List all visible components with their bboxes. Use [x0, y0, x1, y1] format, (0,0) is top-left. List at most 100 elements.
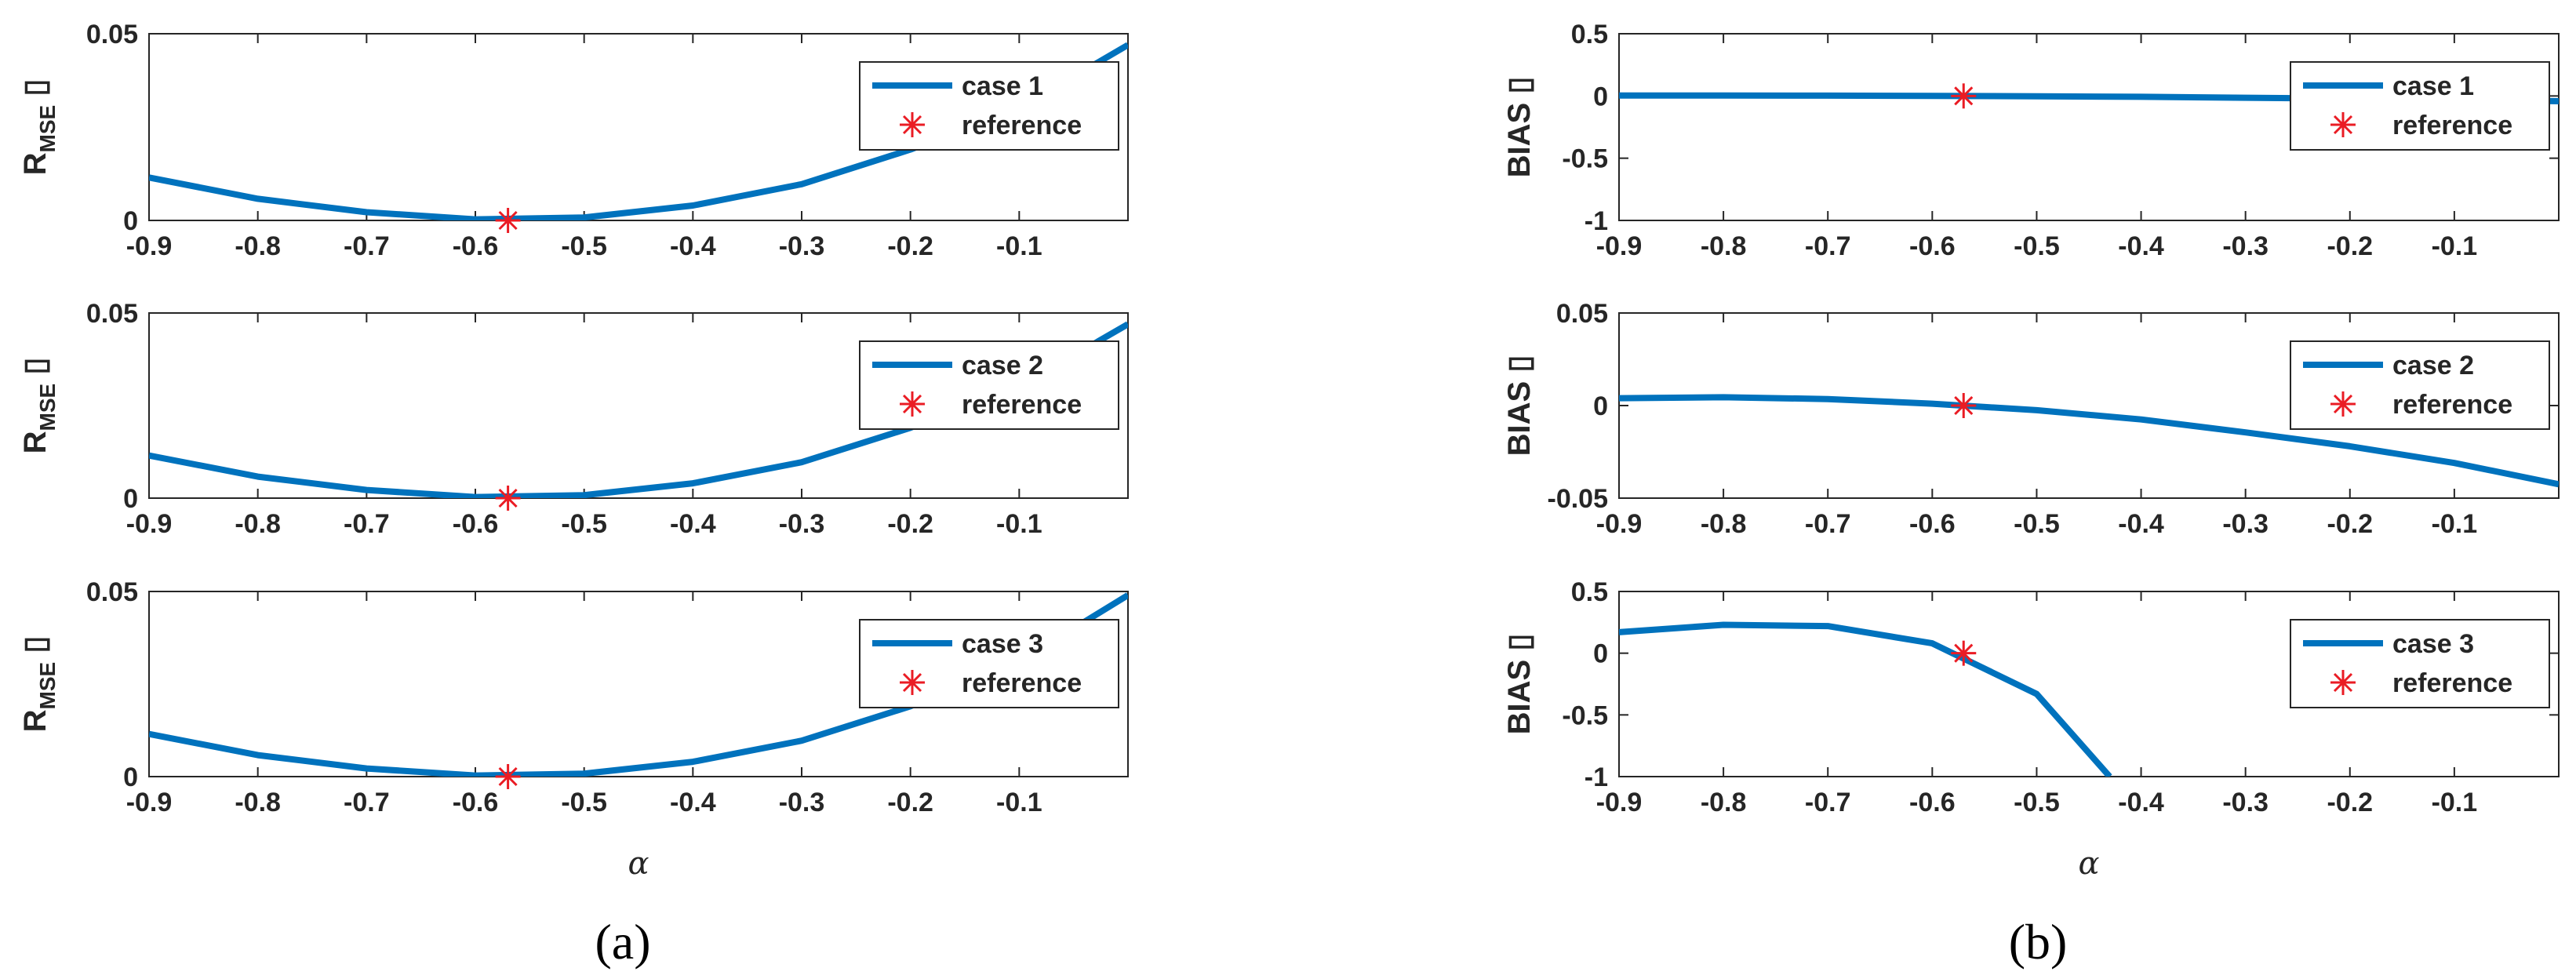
chart-b-case-3: -0.9 -0.8 -0.7 -0.6 -0.5 -0.4 -0.3 -0.2 -0.1 0.5 0…	[1502, 577, 2560, 882]
y-axis-label: RMSE ▯	[18, 79, 60, 176]
legend-marker-swatch	[2330, 112, 2356, 137]
legend-marker-swatch	[2330, 670, 2356, 695]
legend: case 3 reference	[859, 619, 1119, 708]
y-axis-label-main: BIAS	[1502, 103, 1537, 178]
legend-marker-swatch	[900, 112, 925, 137]
y-tick-label: -1	[1585, 206, 1608, 236]
y-axis-label-box: ▯	[1502, 77, 1537, 103]
reference-marker	[495, 486, 521, 511]
legend: case 3 reference	[2290, 619, 2550, 708]
x-tick-label: -0.4	[670, 788, 716, 817]
reference-marker	[1951, 83, 1977, 109]
x-tick-label: -0.2	[887, 509, 933, 539]
x-tick-label: -0.8	[235, 231, 281, 261]
x-tick-label: -0.9	[126, 231, 173, 261]
x-tick-label: -0.9	[126, 509, 173, 539]
y-axis-label: RMSE ▯	[18, 358, 60, 454]
legend-box	[859, 619, 1119, 708]
legend-label-series: case 3	[2392, 629, 2474, 659]
x-tick-label: -0.6	[453, 788, 499, 817]
x-tick-label: -0.5	[2014, 788, 2060, 817]
y-axis-label: BIAS ▯	[1502, 355, 1537, 457]
x-tick-label: -0.8	[1701, 788, 1747, 817]
x-tick-label: -0.8	[1701, 509, 1747, 539]
x-tick-label: -0.9	[1596, 788, 1643, 817]
x-tick-label: -0.3	[2222, 231, 2269, 261]
x-tick-label: -0.3	[2222, 788, 2269, 817]
x-tick-label: -0.4	[670, 509, 716, 539]
x-tick-label: -0.4	[670, 231, 716, 261]
x-tick-label: -0.5	[561, 788, 607, 817]
x-tick-label: -0.7	[1805, 788, 1851, 817]
y-axis-label-subscript: MSE	[35, 384, 60, 431]
chart-a-case-3: -0.9 -0.8 -0.7 -0.6 -0.5 -0.4 -0.3 -0.2 -0.1 0 0.0…	[18, 577, 1129, 882]
reference-marker-stroke	[1954, 643, 1974, 663]
x-tick-label: -0.6	[1909, 509, 1956, 539]
x-tick-label: -0.3	[779, 509, 825, 539]
x-tick-label: -0.6	[1909, 231, 1956, 261]
legend-marker-swatch	[900, 670, 925, 695]
y-axis-label: BIAS ▯	[1502, 634, 1537, 735]
x-tick-label: -0.7	[344, 231, 390, 261]
y-axis-label-main: R	[18, 431, 53, 453]
y-axis-label-box: ▯	[18, 79, 53, 105]
chart-a-case-1: -0.9 -0.8 -0.7 -0.6 -0.5 -0.4 -0.3 -0.2 -0.1 0 0.0…	[18, 20, 1129, 261]
x-tick-label: -0.1	[996, 231, 1042, 261]
y-axis-label: RMSE ▯	[18, 636, 60, 733]
reference-marker-stroke	[1954, 395, 1974, 416]
x-axis-label: α	[2078, 846, 2099, 882]
legend: case 1 reference	[859, 61, 1119, 151]
reference-marker-stroke	[498, 488, 518, 508]
legend-marker-swatch	[2330, 391, 2356, 417]
y-axis-label-main: BIAS	[1502, 660, 1537, 735]
legend-marker-stroke	[902, 115, 922, 135]
x-tick-label: -0.8	[235, 788, 281, 817]
panel-label-a: (a)	[595, 914, 650, 970]
legend-box	[859, 340, 1119, 430]
x-tick-label: -0.6	[1909, 788, 1956, 817]
y-tick-label: 0	[123, 762, 138, 792]
y-tick-label: 0.5	[1571, 577, 1608, 607]
reference-marker	[1951, 393, 1977, 418]
x-tick-label: -0.3	[779, 788, 825, 817]
panel-label-b: (b)	[2009, 914, 2068, 970]
reference-marker	[495, 208, 521, 233]
legend-marker-stroke	[2333, 672, 2353, 693]
legend-marker-stroke	[902, 394, 922, 414]
legend-box	[2290, 340, 2550, 430]
y-axis-label-box: ▯	[1502, 634, 1537, 660]
legend-label-series: case 1	[2392, 71, 2474, 101]
x-tick-label: -0.5	[561, 231, 607, 261]
legend-label-reference: reference	[962, 668, 1082, 698]
series-line-case-2	[1619, 394, 2559, 488]
reference-marker	[495, 764, 521, 789]
legend-label-series: case 3	[962, 629, 1043, 659]
chart-a-case-2: -0.9 -0.8 -0.7 -0.6 -0.5 -0.4 -0.3 -0.2 -0.1 0 0.0…	[18, 299, 1129, 539]
chart-b-case-2: -0.9 -0.8 -0.7 -0.6 -0.5 -0.4 -0.3 -0.2 -0.1 0.05…	[1502, 299, 2560, 539]
legend-box	[859, 61, 1119, 151]
y-tick-label: 0	[123, 484, 138, 514]
y-tick-label: 0.5	[1571, 20, 1608, 49]
y-tick-label: 0	[1593, 82, 1608, 111]
x-tick-label: -0.2	[2327, 509, 2373, 539]
y-axis-label-box: ▯	[18, 636, 53, 662]
y-axis-label-main: R	[18, 152, 53, 175]
y-tick-label: 0	[1593, 639, 1608, 669]
legend-box	[2290, 61, 2550, 151]
x-tick-label: -0.1	[2432, 231, 2478, 261]
y-tick-label: -0.5	[1562, 701, 1608, 730]
x-tick-label: -0.8	[1701, 231, 1747, 261]
y-axis-label-main: BIAS	[1502, 381, 1537, 457]
x-tick-label: -0.7	[1805, 509, 1851, 539]
x-tick-label: -0.4	[2118, 509, 2164, 539]
legend-label-reference: reference	[2392, 390, 2512, 420]
y-axis-label-subscript: MSE	[35, 662, 60, 710]
chart-b-case-1: -0.9 -0.8 -0.7 -0.6 -0.5 -0.4 -0.3 -0.2 -0.1 0.5 0…	[1502, 20, 2560, 261]
legend-box	[2290, 619, 2550, 708]
x-tick-label: -0.6	[453, 509, 499, 539]
legend-label-reference: reference	[962, 390, 1082, 420]
legend-marker-stroke	[2333, 394, 2353, 414]
x-tick-label: -0.1	[996, 788, 1042, 817]
legend-marker-stroke	[902, 672, 922, 693]
y-tick-label: 0	[123, 206, 138, 236]
